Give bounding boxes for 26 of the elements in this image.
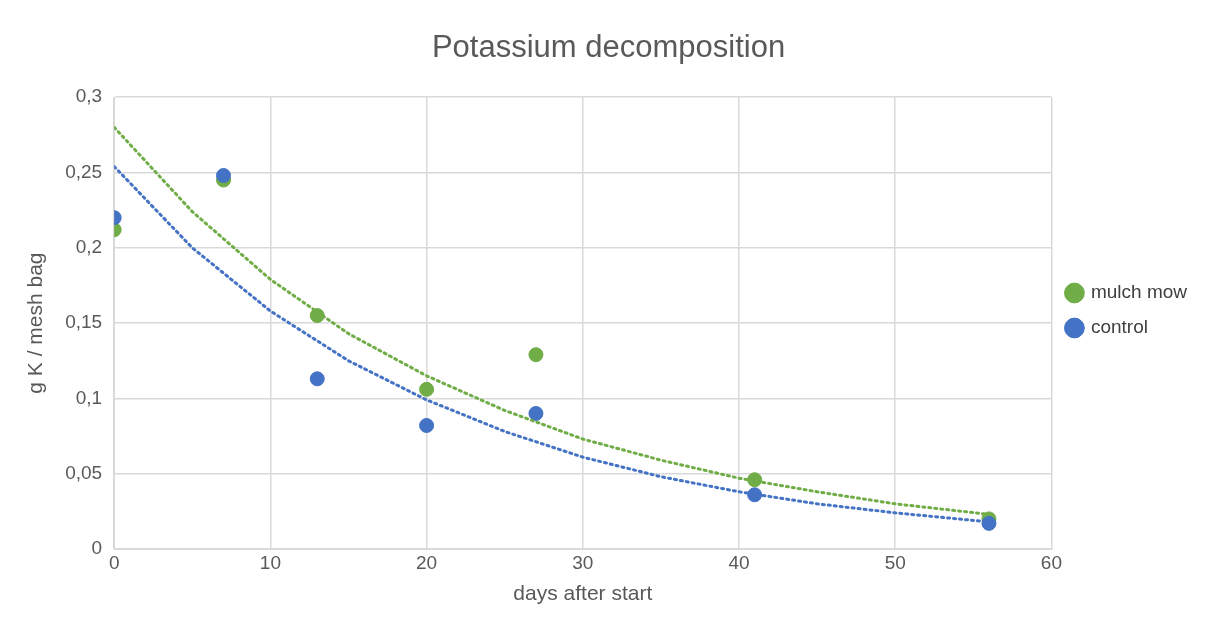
point: [528, 405, 544, 421]
y-tick-label: 0,3: [75, 85, 103, 107]
point: [528, 347, 544, 363]
legend-label: control: [1090, 316, 1148, 338]
x-axis-title: days after start: [513, 581, 653, 605]
y-tick-label: 0,2: [75, 236, 103, 258]
chart-title: Potassium decomposition: [431, 29, 786, 65]
point: [419, 381, 435, 397]
y-tick-label: 0,05: [65, 461, 103, 483]
y-tick-label: 0,25: [65, 160, 103, 182]
y-axis-title: g K / mesh bag: [23, 252, 47, 394]
x-tick-label: 40: [728, 551, 750, 573]
point: [216, 168, 232, 184]
y-tick-label: 0: [91, 537, 103, 559]
x-tick-label: 60: [1040, 551, 1062, 573]
x-tick-label: 50: [884, 551, 906, 573]
legend-label: mulch mow: [1090, 281, 1188, 303]
y-tick-label: 0,15: [65, 311, 103, 333]
x-tick-label: 10: [259, 551, 281, 573]
point: [981, 515, 997, 531]
x-tick-label: 0: [108, 551, 120, 573]
x-tick-label: 30: [572, 551, 594, 573]
point: [419, 418, 435, 434]
x-tick-label: 20: [416, 551, 438, 573]
y-tick-label: 0,1: [75, 386, 103, 408]
point: [309, 371, 325, 387]
